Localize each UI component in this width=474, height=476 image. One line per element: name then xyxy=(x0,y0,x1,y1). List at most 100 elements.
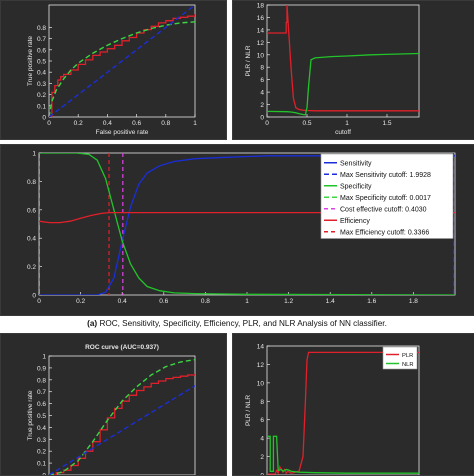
y-tick-label: 0.5 xyxy=(37,59,46,66)
plot-area-frame xyxy=(48,355,196,475)
y-tick-label: 0.7 xyxy=(37,389,46,396)
y-tick-label: 0.9 xyxy=(37,365,46,372)
series-line-efficiency xyxy=(39,211,455,224)
y-tick-label: 10 xyxy=(257,380,265,387)
x-tick-label: 0.2 xyxy=(76,298,85,305)
legend-label: Sensitivity xyxy=(340,160,372,167)
series-line-sensitivity xyxy=(39,155,455,295)
legend-label: Efficiency xyxy=(340,218,370,225)
y-tick-label: 0.7 xyxy=(37,36,46,43)
x-tick-label: 1.2 xyxy=(284,298,293,305)
legend-label: Max Sensitivity cutoff: 1.9928 xyxy=(340,172,431,179)
x-tick-label: 0.8 xyxy=(201,298,210,305)
y-tick-label: 0.6 xyxy=(37,401,46,408)
x-axis-label: False positive rate xyxy=(96,129,149,136)
series-line-blue-dash xyxy=(49,5,195,117)
x-tick-label: 1 xyxy=(345,120,349,127)
y-tick-label: 16 xyxy=(257,15,265,22)
y-tick-label: 0.4 xyxy=(37,70,46,77)
y-tick-label: 10 xyxy=(257,52,265,59)
roc-top-chart: 0 0.1 0.2 0.3 0.4 0.5 0.6 0.7 0.8 0 0.2 0.4 0.6 0.8 1 F… xyxy=(27,4,197,136)
x-tick-label: 1.6 xyxy=(367,298,376,305)
y-tick-label: 0.2 xyxy=(37,449,46,456)
y-tick-label: 2 xyxy=(260,454,264,461)
x-tick-label: 1.4 xyxy=(326,298,335,305)
roc-top-panel: 0 0.1 0.2 0.3 0.4 0.5 0.6 0.7 0.8 0 0.2 0.4 0.6 0.8 1 F… xyxy=(0,0,227,140)
series-line-specificity xyxy=(39,153,455,295)
legend-label: Specificity xyxy=(340,183,372,190)
y-tick-label: 0.6 xyxy=(27,207,36,214)
caption-text: ROC, Sensitivity, Specificity, Efficienc… xyxy=(99,319,387,328)
y-tick-label: 14 xyxy=(257,27,265,34)
y-tick-label: 4 xyxy=(260,436,264,443)
series-line-plr xyxy=(267,351,419,475)
plot-area-frame xyxy=(266,4,420,118)
y-axis-label: PLR / NLR xyxy=(245,45,252,76)
legend-label: NLR xyxy=(402,362,414,368)
series-line-red xyxy=(267,5,419,112)
y-tick-label: 0 xyxy=(32,293,36,300)
x-axis-label: cutoff xyxy=(335,129,351,136)
y-tick-label: 0 xyxy=(260,115,264,122)
plot-area-frame xyxy=(266,345,420,475)
y-axis-label: PLR / NLR xyxy=(245,395,252,426)
y-tick-label: 0.8 xyxy=(37,377,46,384)
x-tick-label: 1 xyxy=(245,298,249,305)
y-tick-label: 0.2 xyxy=(27,264,36,271)
x-tick-label: 0.6 xyxy=(132,120,141,127)
legend-box xyxy=(320,153,454,239)
sensitivity-specificity-chart: 0 0.2 0.4 0.6 0.8 1 0 0.2 0.4 0.6 0.8 1 1.2 1.4 1.6 1.8… xyxy=(27,151,456,305)
y-tick-label: 0.4 xyxy=(37,425,46,432)
y-tick-label: 6 xyxy=(260,77,264,84)
series-line-blue-dash xyxy=(49,385,195,475)
x-tick-label: 0 xyxy=(265,120,269,127)
x-tick-label: 0.5 xyxy=(302,120,311,127)
legend-label: Max Specificity cutoff: 0.0017 xyxy=(340,195,431,202)
x-tick-label: 0.4 xyxy=(103,120,112,127)
legend-label: PLR xyxy=(402,353,413,359)
x-tick-label: 0.2 xyxy=(74,120,83,127)
y-tick-label: 12 xyxy=(257,40,265,47)
y-tick-label: 2 xyxy=(260,102,264,109)
x-tick-label: 0.6 xyxy=(159,298,168,305)
y-tick-label: 0.1 xyxy=(37,103,46,110)
y-tick-label: 4 xyxy=(260,90,264,97)
x-tick-label: 0 xyxy=(47,120,51,127)
x-tick-label: 0.4 xyxy=(118,298,127,305)
y-axis-label: True positive rate xyxy=(27,36,34,86)
y-tick-label: 0.3 xyxy=(37,437,46,444)
y-tick-label: 0.8 xyxy=(27,179,36,186)
y-tick-label: 0.6 xyxy=(37,47,46,54)
figure-caption: (a) ROC, Sensitivity, Specificity, Effic… xyxy=(0,316,474,332)
legend-label: Max Efficiency cutoff: 0.3366 xyxy=(340,229,429,236)
y-tick-label: 0.5 xyxy=(37,413,46,420)
caption-label: (a) xyxy=(87,319,98,328)
x-tick-label: 0 xyxy=(37,298,41,305)
y-tick-label: 1 xyxy=(42,354,46,361)
sensitivity-specificity-panel: 0 0.2 0.4 0.6 0.8 1 0 0.2 0.4 0.6 0.8 1 1.2 1.4 1.6 1.8… xyxy=(0,144,474,316)
series-line-green-dash xyxy=(49,21,195,117)
series-line-red-step xyxy=(49,14,195,117)
series-line-red-step xyxy=(49,373,195,475)
y-tick-label: 18 xyxy=(257,3,265,10)
y-tick-label: 14 xyxy=(257,344,265,351)
y-tick-label: 8 xyxy=(260,65,264,72)
y-tick-label: 1 xyxy=(32,151,36,158)
y-tick-label: 8 xyxy=(260,399,264,406)
y-tick-label: 6 xyxy=(260,417,264,424)
x-tick-label: 1.5 xyxy=(382,120,391,127)
plr-nlr-top-panel: 0 2 4 6 8 10 12 14 16 18 0 0.5 1 1.5 cutoff PLR / NLR xyxy=(232,0,474,140)
x-tick-label: 0.8 xyxy=(161,120,170,127)
y-tick-label: 0.1 xyxy=(37,461,46,468)
series-line-green xyxy=(267,52,419,116)
legend-label: Cost effective cutoff: 0.4030 xyxy=(340,206,427,213)
x-tick-label: 1.8 xyxy=(409,298,418,305)
y-tick-label: 12 xyxy=(257,362,265,369)
y-tick-label: 0.4 xyxy=(27,236,36,243)
y-tick-label: 0.2 xyxy=(37,92,46,99)
y-tick-label: 0.8 xyxy=(37,25,46,32)
